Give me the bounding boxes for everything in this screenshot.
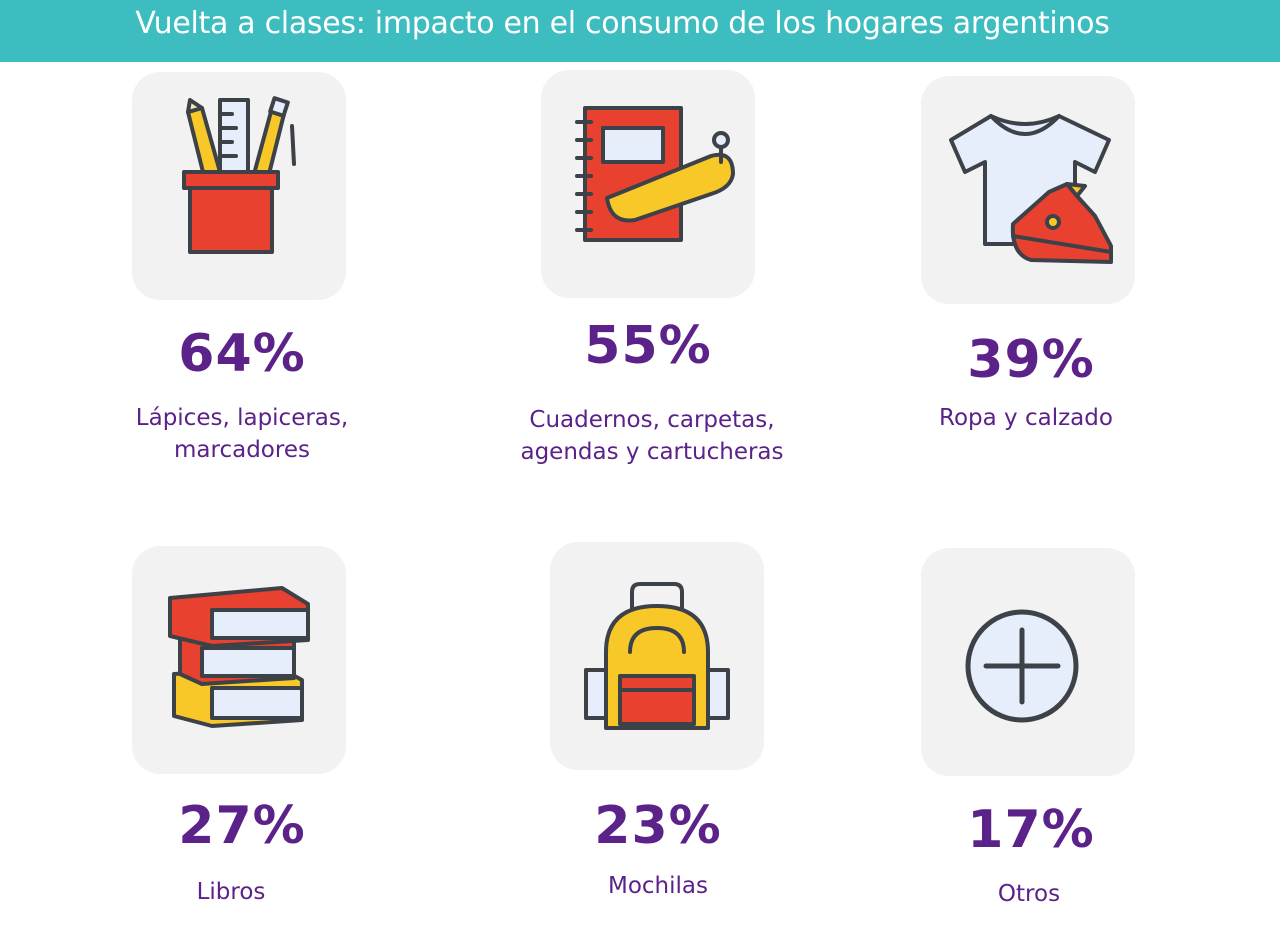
pencil-cup-tile bbox=[132, 72, 346, 300]
value-label: 23% bbox=[594, 796, 722, 856]
category-label: Otros bbox=[829, 878, 1229, 910]
category-label-line: Lápices, lapiceras, bbox=[135, 405, 349, 431]
category-label-line: marcadores bbox=[174, 437, 310, 463]
category-label: Libros bbox=[31, 876, 431, 908]
value-label: 27% bbox=[178, 796, 306, 856]
notebook-pencil-case-icon bbox=[575, 106, 735, 242]
clothing-tile bbox=[921, 76, 1135, 304]
category-label: Cuadernos, carpetas, agendas y cartucher… bbox=[452, 404, 852, 468]
others-tile bbox=[921, 548, 1135, 776]
category-label: Ropa y calzado bbox=[826, 402, 1226, 434]
category-label: Lápices, lapiceras, marcadores bbox=[42, 402, 442, 466]
category-label-line: Cuadernos, carpetas, bbox=[529, 407, 775, 433]
category-label-line: Mochilas bbox=[608, 873, 708, 899]
value-label: 64% bbox=[178, 324, 306, 384]
backpack-icon bbox=[584, 582, 730, 730]
category-label-line: Libros bbox=[196, 879, 266, 905]
books-stack-icon bbox=[168, 586, 310, 728]
plus-circle-icon bbox=[965, 609, 1079, 723]
tshirt-sneaker-icon bbox=[949, 114, 1113, 264]
value-label: 39% bbox=[967, 330, 1095, 390]
category-label-line: Ropa y calzado bbox=[939, 405, 1113, 431]
category-label-line: agendas y cartucheras bbox=[520, 439, 784, 465]
category-label: Mochilas bbox=[458, 870, 858, 902]
backpack-tile bbox=[550, 542, 764, 770]
chart-title: Vuelta a clases: impacto en el consumo d… bbox=[135, 6, 1110, 41]
books-tile bbox=[132, 546, 346, 774]
value-label: 55% bbox=[584, 316, 712, 376]
value-label: 17% bbox=[967, 800, 1095, 860]
pencil-cup-icon bbox=[182, 96, 296, 254]
notebook-tile bbox=[541, 70, 755, 298]
header-banner: Vuelta a clases: impacto en el consumo d… bbox=[0, 0, 1280, 62]
category-label-line: Otros bbox=[997, 881, 1061, 907]
